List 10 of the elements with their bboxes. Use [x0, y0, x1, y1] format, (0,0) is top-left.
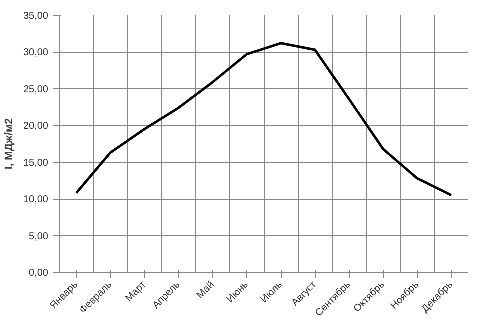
- line-series: [75, 42, 453, 197]
- y-tick-label: 0,00: [29, 268, 49, 279]
- y-tick-label: 5,00: [29, 231, 49, 242]
- y-tick-label: 15,00: [23, 158, 49, 169]
- y-tick-label: 20,00: [23, 121, 49, 132]
- y-tick-label: 10,00: [23, 194, 49, 206]
- y-tick-label: 35,00: [23, 11, 49, 22]
- y-tick-label: 25,00: [23, 84, 49, 96]
- y-axis-title: I, МДж/м2: [3, 118, 16, 170]
- y-tick-label: 30,00: [23, 48, 49, 59]
